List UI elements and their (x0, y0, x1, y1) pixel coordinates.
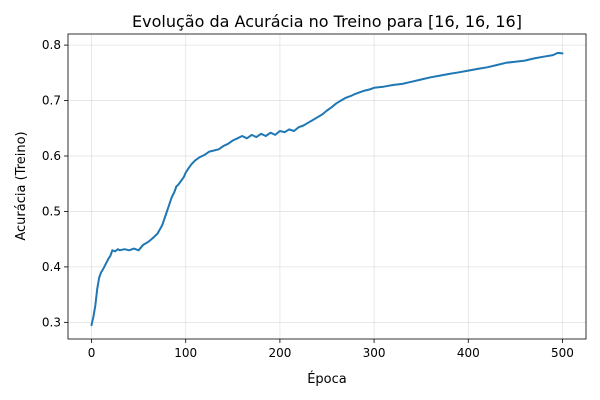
plot-frame (67, 33, 587, 340)
y-tick-label: 0.3 (42, 315, 61, 329)
tick-layer: 0 100 200 300 400 500 0.3 0.4 0.5 0.6 0.7 0.8 (42, 38, 574, 360)
accuracy-series-line (90, 51, 564, 327)
x-tick-label: 500 (551, 346, 574, 360)
chart-title: Evolução da Acurácia no Treino para [16,… (132, 12, 522, 31)
x-tick-label: 400 (457, 346, 480, 360)
y-axis-label: Acurácia (Treino) (14, 131, 29, 240)
grid-layer (68, 34, 586, 339)
x-tick-label: 200 (268, 346, 291, 360)
series-layer (90, 51, 564, 327)
y-tick-label: 0.6 (42, 149, 61, 163)
x-tick-label: 300 (363, 346, 386, 360)
y-tick-label: 0.8 (42, 38, 61, 52)
x-axis-label: Época (307, 371, 347, 387)
y-tick-label: 0.7 (42, 94, 61, 108)
y-tick-label: 0.5 (42, 204, 61, 218)
y-tick-label: 0.4 (42, 260, 61, 274)
x-tick-label: 0 (88, 346, 96, 360)
x-tick-label: 100 (174, 346, 197, 360)
